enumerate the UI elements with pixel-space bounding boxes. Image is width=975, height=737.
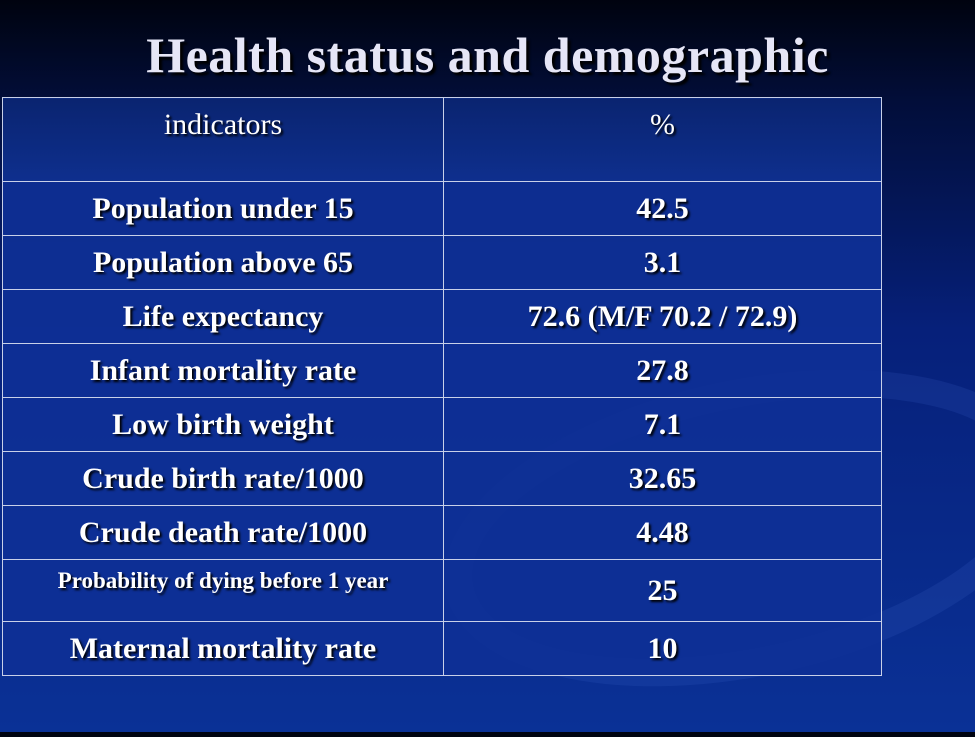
table-header-row: indicators % — [2, 97, 882, 182]
table-row: Population above 65 3.1 — [2, 235, 882, 290]
indicator-cell: Life expectancy — [2, 289, 444, 344]
indicator-cell: Population under 15 — [2, 181, 444, 236]
slide-title: Health status and demographic — [146, 27, 829, 83]
table-row: Probability of dying before 1 year 25 — [2, 559, 882, 622]
value-cell: 10 — [443, 621, 882, 676]
indicator-cell: Maternal mortality rate — [2, 621, 444, 676]
indicator-cell: Low birth weight — [2, 397, 444, 452]
table-row: Crude death rate/1000 4.48 — [2, 505, 882, 560]
indicator-cell: Population above 65 — [2, 235, 444, 290]
indicator-cell: Crude birth rate/1000 — [2, 451, 444, 506]
value-cell: 42.5 — [443, 181, 882, 236]
value-cell: 7.1 — [443, 397, 882, 452]
table-row: Life expectancy 72.6 (M/F 70.2 / 72.9) — [2, 289, 882, 344]
value-cell: 25 — [443, 559, 882, 622]
table-row: Low birth weight 7.1 — [2, 397, 882, 452]
table-row: Infant mortality rate 27.8 — [2, 343, 882, 398]
value-cell: 27.8 — [443, 343, 882, 398]
header-percent: % — [443, 97, 882, 182]
indicator-cell: Infant mortality rate — [2, 343, 444, 398]
indicator-cell: Crude death rate/1000 — [2, 505, 444, 560]
value-cell: 3.1 — [443, 235, 882, 290]
value-cell: 32.65 — [443, 451, 882, 506]
header-indicators: indicators — [2, 97, 444, 182]
table-row: Population under 15 42.5 — [2, 181, 882, 236]
indicators-table: indicators % Population under 15 42.5 Pop… — [2, 97, 882, 676]
table-row: Crude birth rate/1000 32.65 — [2, 451, 882, 506]
value-cell: 4.48 — [443, 505, 882, 560]
table-row: Maternal mortality rate 10 — [2, 621, 882, 676]
indicator-cell: Probability of dying before 1 year — [2, 559, 444, 622]
value-cell: 72.6 (M/F 70.2 / 72.9) — [443, 289, 882, 344]
